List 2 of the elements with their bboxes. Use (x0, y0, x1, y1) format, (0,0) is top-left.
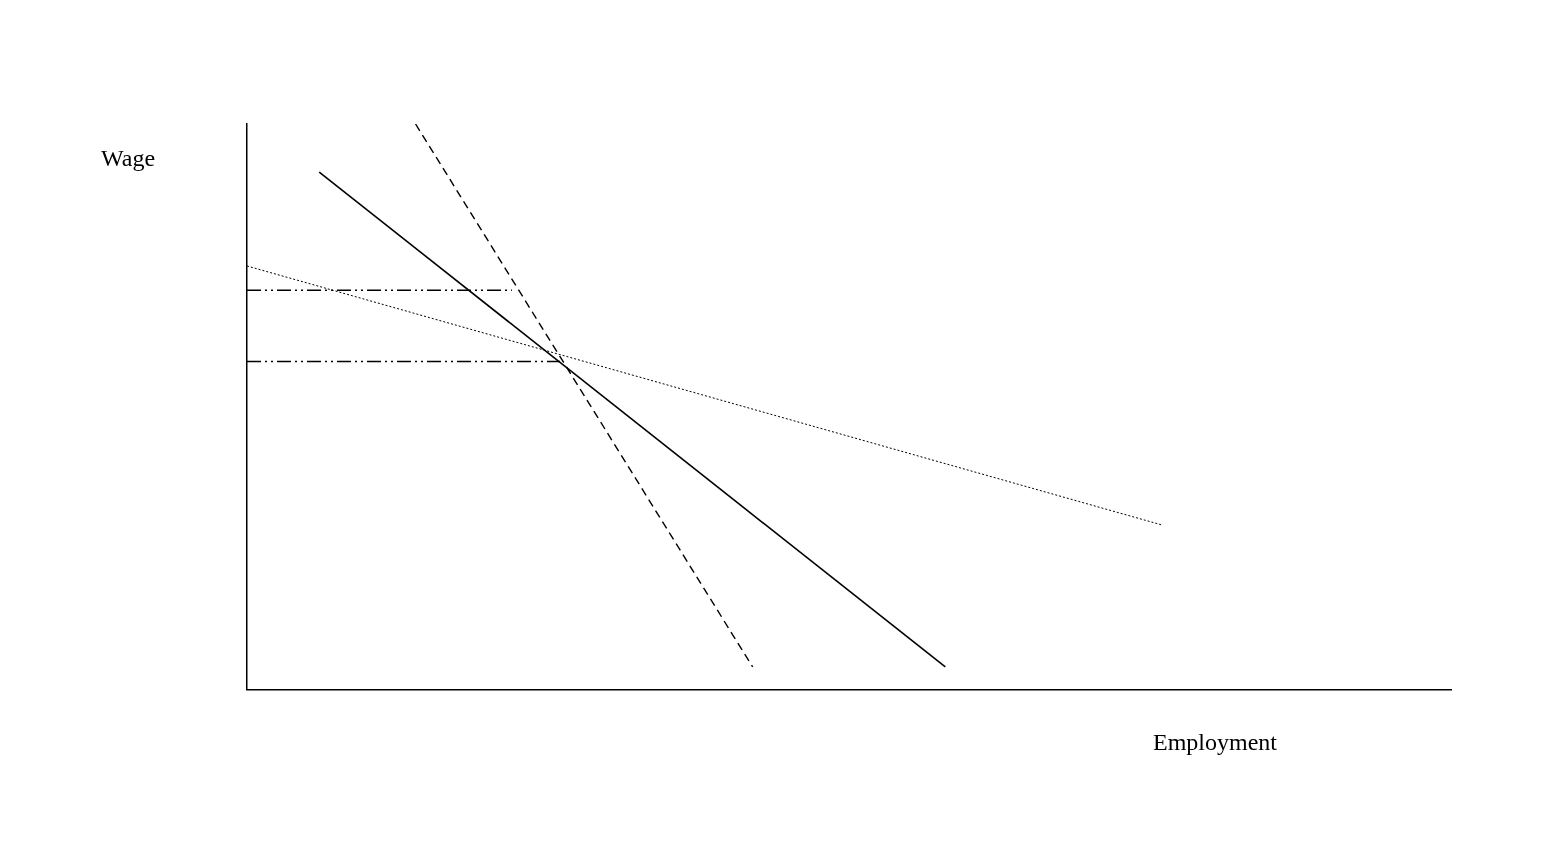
y-axis-title: Wage (101, 145, 156, 172)
x-axis-title: Employment (1153, 728, 1278, 755)
